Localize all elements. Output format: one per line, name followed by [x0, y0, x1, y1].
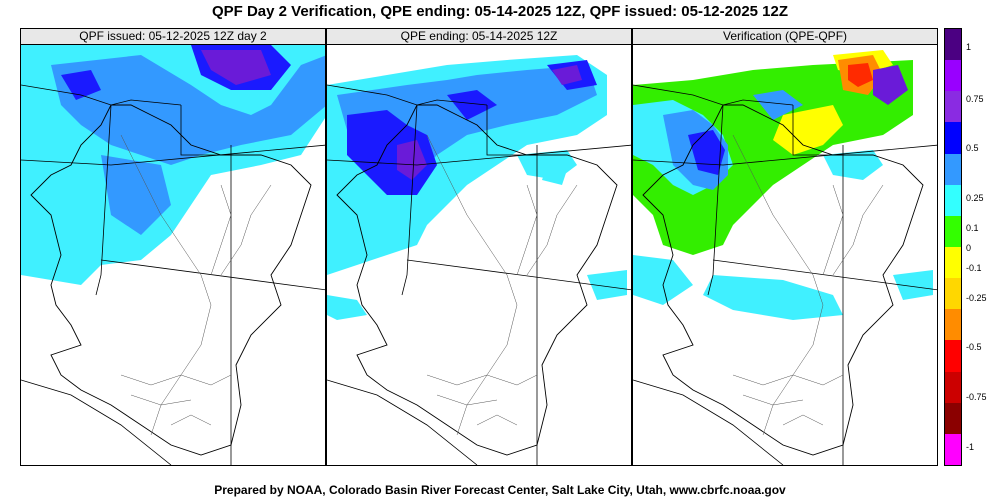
legend-tick-label: -0.75 [966, 392, 987, 402]
legend-swatch [945, 340, 961, 372]
legend-swatch [945, 247, 961, 279]
qpe-panel: QPE ending: 05-14-2025 12Z [326, 28, 632, 466]
qpe-panel-label: QPE ending: 05-14-2025 12Z [327, 29, 631, 45]
legend-swatch [945, 122, 961, 154]
legend-swatch [945, 278, 961, 310]
page-title: QPF Day 2 Verification, QPE ending: 05-1… [211, 3, 789, 20]
legend-tick-label: -0.5 [966, 342, 982, 352]
footer-credit: Prepared by NOAA, Colorado Basin River F… [214, 483, 786, 497]
legend-swatch [945, 29, 961, 61]
legend-swatch [945, 91, 961, 123]
qpe-map [327, 55, 631, 465]
qpf-basin-outline [30, 104, 312, 456]
verif-state-borders [633, 84, 937, 465]
legend-swatch [945, 215, 961, 247]
legend-swatch [945, 402, 961, 434]
legend-tick-label: 0 [966, 243, 972, 253]
legend-tick-label: -1 [966, 442, 975, 452]
legend-swatch [945, 60, 961, 92]
qpf-rivers [120, 134, 272, 436]
legend-swatch [945, 184, 961, 216]
qpe-precip-purple [397, 65, 582, 180]
qpe-rivers [426, 134, 578, 436]
verif-basin-outline [642, 104, 924, 456]
qpe-basin-outline [336, 104, 618, 456]
qpf-precip-lightblue [51, 55, 325, 235]
legend-swatch [945, 371, 961, 403]
verif-precip-green [633, 60, 913, 255]
verif-precip-darkblue [873, 65, 908, 105]
legend-tick-label: -0.1 [966, 263, 982, 273]
legend-swatch [945, 153, 961, 185]
legend-tick-label: 0.5 [966, 143, 979, 153]
verification-map [633, 50, 937, 465]
color-legend [944, 28, 962, 466]
legend-swatch [945, 309, 961, 341]
qpf-precip-purple [201, 50, 271, 85]
legend-tick-label: 0.1 [966, 223, 979, 233]
verification-panel: Verification (QPE-QPF) [632, 28, 938, 466]
verification-panel-label: Verification (QPE-QPF) [633, 29, 937, 45]
qpf-panel: QPF issued: 05-12-2025 12Z day 2 [20, 28, 326, 466]
verif-rivers [732, 134, 884, 436]
qpf-map [21, 45, 325, 465]
qpf-panel-label: QPF issued: 05-12-2025 12Z day 2 [21, 29, 325, 45]
legend-tick-label: 0.75 [966, 94, 984, 104]
legend-swatch [945, 433, 961, 465]
legend-tick-label: -0.25 [966, 293, 987, 303]
legend-tick-label: 1 [966, 42, 972, 52]
verif-precip-red [848, 63, 873, 87]
legend-tick-label: 0.25 [966, 193, 984, 203]
